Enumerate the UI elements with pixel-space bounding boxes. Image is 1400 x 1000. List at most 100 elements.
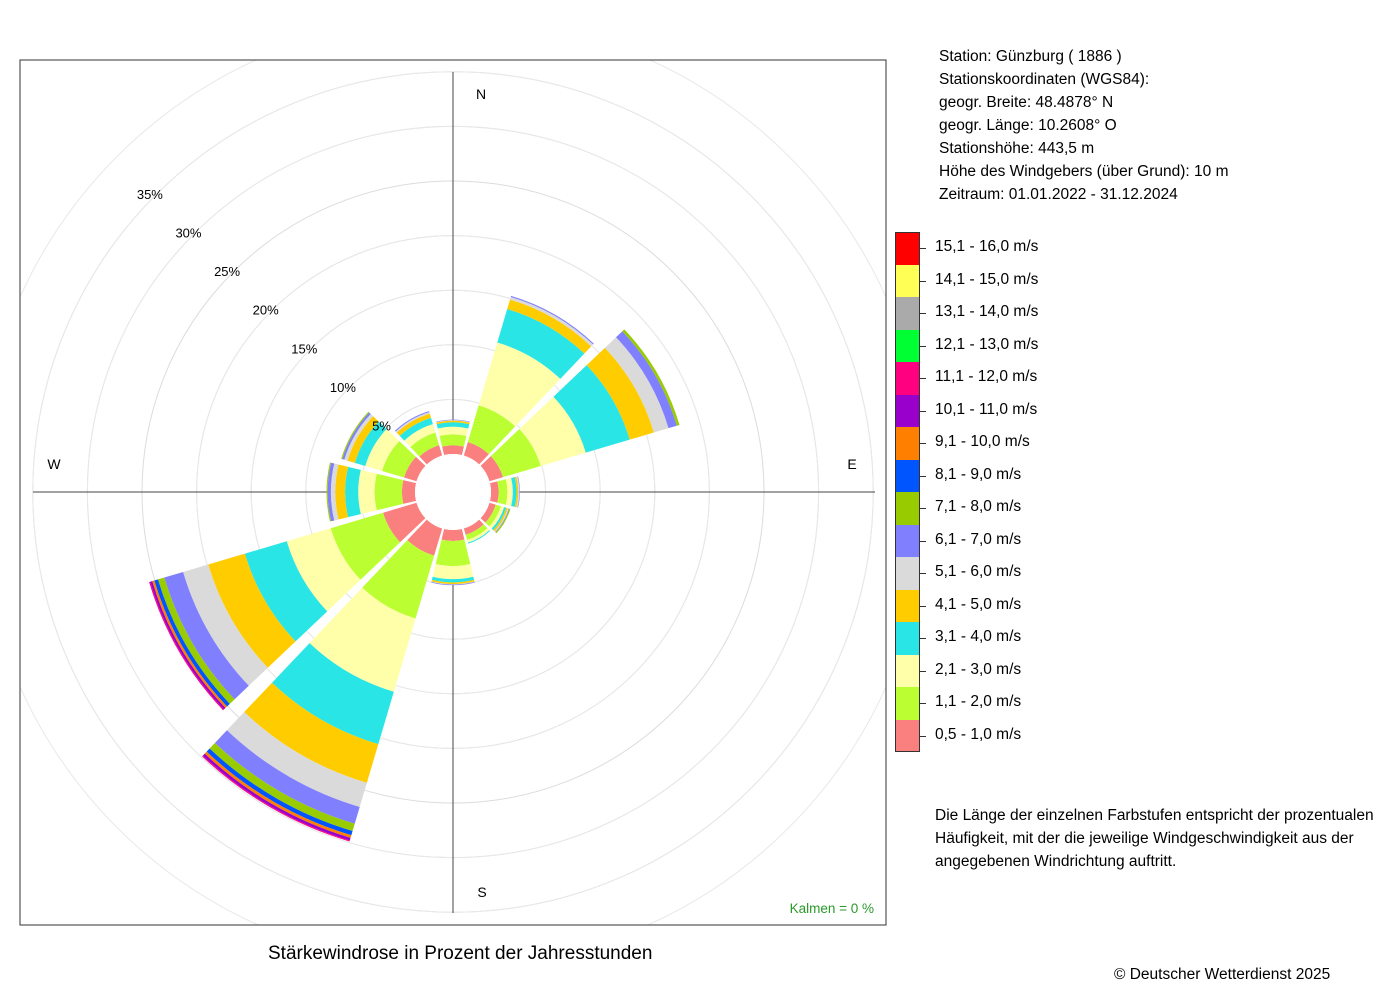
sector-segment — [342, 412, 371, 460]
sector-segment — [309, 587, 416, 692]
legend-label: 3,1 - 4,0 m/s — [935, 628, 1022, 645]
legend-tick — [920, 703, 926, 704]
legend-item: 0,5 - 1,0 m/s — [895, 719, 1095, 752]
sector-segment — [463, 519, 484, 535]
legend-tick — [920, 670, 926, 672]
legend-label: 15,1 - 16,0 m/s — [935, 238, 1039, 255]
sector-segment — [330, 463, 339, 521]
legend-swatch — [895, 622, 920, 655]
legend-swatch — [895, 654, 920, 687]
legend-swatch — [895, 232, 920, 265]
sector-segment — [431, 576, 475, 583]
sector-segment — [404, 456, 426, 482]
sector-segment — [345, 466, 361, 518]
sector-segment — [507, 299, 592, 354]
legend-label: 9,1 - 10,0 m/s — [935, 433, 1030, 450]
sector-segment — [326, 462, 332, 522]
legend-label: 5,1 - 6,0 m/s — [935, 563, 1022, 580]
sector-segment — [480, 456, 504, 482]
sector-segment — [214, 730, 360, 824]
sector-segment — [154, 579, 230, 707]
legend-swatch — [895, 524, 920, 557]
legend-label: 8,1 - 9,0 m/s — [935, 465, 1022, 483]
sector-segment — [467, 530, 491, 544]
sensor-height: Höhe des Windgebers (über Grund): 10 m — [939, 163, 1229, 180]
sector-segment — [244, 682, 379, 783]
sector-segment — [514, 476, 519, 508]
longitude: geogr. Länge: 10.2608° O — [939, 117, 1117, 134]
sector-segment — [394, 411, 430, 432]
sector-segment — [396, 413, 432, 436]
legend-label: 4,1 - 5,0 m/s — [935, 595, 1022, 613]
ring-label: 35% — [137, 187, 163, 202]
legend-item: 15,1 - 16,0 m/s — [895, 232, 1095, 265]
legend-label: 14,1 - 15,0 m/s — [935, 270, 1039, 288]
legend-item: 13,1 - 14,0 m/s — [895, 297, 1095, 330]
station-elevation: Stationshöhe: 443,5 m — [939, 140, 1095, 157]
sector-segment — [271, 643, 394, 745]
legend-tick — [920, 280, 926, 282]
sector-segment — [164, 571, 249, 700]
compass-north: N — [476, 86, 486, 102]
legend-tick — [920, 605, 926, 607]
ring-label: 20% — [253, 303, 279, 318]
sector-segment — [436, 420, 470, 425]
legend-item: 10,1 - 11,0 m/s — [895, 394, 1095, 427]
legend-item: 9,1 - 10,0 m/s — [895, 427, 1095, 460]
sector-segment — [441, 528, 465, 541]
sector-segment — [480, 502, 496, 523]
sector-segment — [465, 524, 488, 540]
sector-segment — [436, 422, 470, 429]
legend-swatch — [895, 264, 920, 297]
legend-tick — [920, 378, 926, 379]
legend-swatch — [895, 687, 920, 720]
coords-header: Stationskoordinaten (WGS84): — [939, 71, 1150, 88]
legend-label: 7,1 - 8,0 m/s — [935, 498, 1022, 515]
sector-segment — [157, 577, 235, 704]
sector-segment — [442, 445, 464, 456]
ring-label: 10% — [330, 380, 356, 395]
legend-swatch — [895, 459, 920, 492]
sector-segment — [335, 464, 349, 520]
legend-item: 8,1 - 9,0 m/s — [895, 459, 1095, 492]
sector-segment — [206, 748, 353, 836]
center-hole — [415, 454, 491, 530]
calm-label: Kalmen = 0 % — [790, 901, 874, 916]
sector-segment — [347, 416, 379, 463]
legend-swatch — [895, 589, 920, 622]
sector-segment — [358, 469, 377, 515]
sector-segment — [490, 429, 541, 478]
legend-tick — [920, 508, 926, 509]
sector-segment — [344, 413, 374, 461]
explanation-note: Die Länge der einzelnen Farbstufen entsp… — [935, 807, 1374, 870]
sector-segment — [489, 506, 505, 529]
sector-segment — [616, 331, 677, 429]
sector-segment — [511, 477, 517, 507]
sector-segment — [419, 445, 443, 465]
legend-swatch — [895, 297, 920, 330]
sector-segment — [244, 541, 328, 642]
sector-segment — [519, 396, 586, 467]
legend-tick — [920, 475, 926, 477]
sector-segment — [286, 528, 361, 612]
legend-item: 2,1 - 3,0 m/s — [895, 654, 1095, 687]
ring-label: 5% — [372, 419, 391, 434]
legend-tick — [920, 540, 926, 542]
sector-segment — [510, 296, 594, 347]
legend-item: 5,1 - 6,0 m/s — [895, 557, 1095, 590]
legend-label: 11,1 - 12,0 m/s — [935, 368, 1038, 385]
legend-item: 11,1 - 12,0 m/s — [895, 362, 1095, 395]
chart-caption: Stärkewindrose in Prozent der Jahresstun… — [268, 943, 653, 964]
sector-segment — [493, 507, 508, 532]
legend-label: 0,5 - 1,0 m/s — [935, 725, 1022, 743]
sector-segment — [489, 481, 499, 503]
sector-segment — [395, 412, 430, 433]
sector-segment — [382, 441, 416, 478]
sector-segment — [208, 553, 296, 668]
legend-swatch — [895, 427, 920, 460]
legend-tick — [920, 735, 926, 737]
legend-item: 6,1 - 7,0 m/s — [895, 524, 1095, 557]
legend-swatch — [895, 557, 920, 590]
sector-segment — [226, 712, 367, 807]
station-info: Station: Günzburg ( 1886 ) Stationskoord… — [939, 45, 1228, 206]
